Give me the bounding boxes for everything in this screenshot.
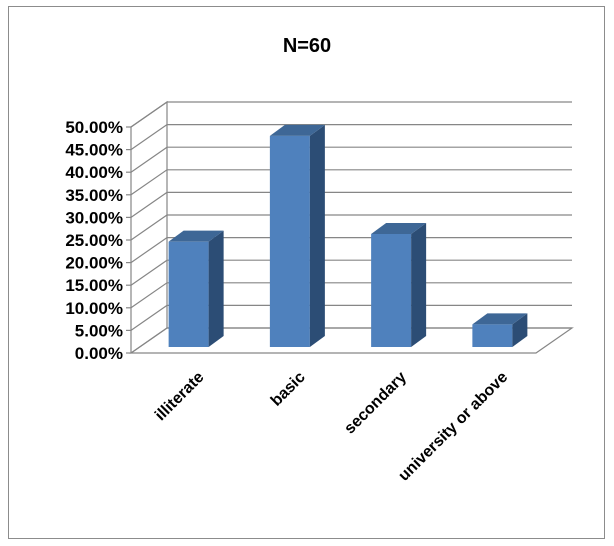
bar-front (168, 241, 209, 347)
bar-front (472, 324, 513, 347)
bar-front (371, 234, 412, 347)
bar-side (208, 230, 224, 347)
bar-front (269, 135, 310, 347)
x-category-label: university or above (395, 369, 511, 485)
y-tick-label: 35.00% (65, 186, 123, 205)
gridline (130, 101, 572, 128)
gridline (130, 327, 572, 354)
y-tick-label: 50.00% (65, 118, 123, 137)
y-tick-label: 20.00% (65, 254, 123, 273)
x-category-label: illiterate (152, 369, 207, 424)
y-tick-label: 30.00% (65, 208, 123, 227)
y-tick-label: 45.00% (65, 141, 123, 160)
gridline (130, 146, 572, 173)
bar-top (269, 124, 325, 136)
x-category-label: basic (268, 369, 309, 410)
gridline (130, 259, 572, 286)
gridline (130, 123, 572, 151)
bar (269, 124, 325, 347)
bar (168, 230, 224, 347)
bars (168, 124, 528, 347)
y-tick-label: 10.00% (65, 299, 123, 318)
y-tick-label: 40.00% (65, 163, 123, 182)
gridline (130, 237, 572, 264)
y-tick-label: 25.00% (65, 231, 123, 250)
bar-top (168, 230, 224, 242)
bar-side (309, 124, 325, 347)
y-tick-label: 0.00% (75, 344, 123, 363)
gridline (130, 169, 572, 196)
gridline (130, 191, 572, 218)
gridline (130, 214, 572, 241)
bar (371, 223, 427, 347)
bar-top (371, 223, 427, 234)
y-tick-label: 5.00% (75, 321, 123, 340)
chart-title: N=60 (283, 35, 331, 57)
gridlines (130, 101, 572, 354)
y-tick-label: 15.00% (65, 276, 123, 295)
gridline (130, 304, 572, 331)
x-category-label: secondary (341, 369, 410, 438)
bar (472, 313, 528, 347)
bar-top (472, 313, 528, 325)
bar-side (411, 223, 427, 347)
gridline (130, 282, 572, 309)
y-axis-ticks: 0.00% 5.00% 10.00% 15.00% 20.00% 25.00% 30.00%… (65, 118, 131, 363)
bar-side (512, 313, 528, 347)
